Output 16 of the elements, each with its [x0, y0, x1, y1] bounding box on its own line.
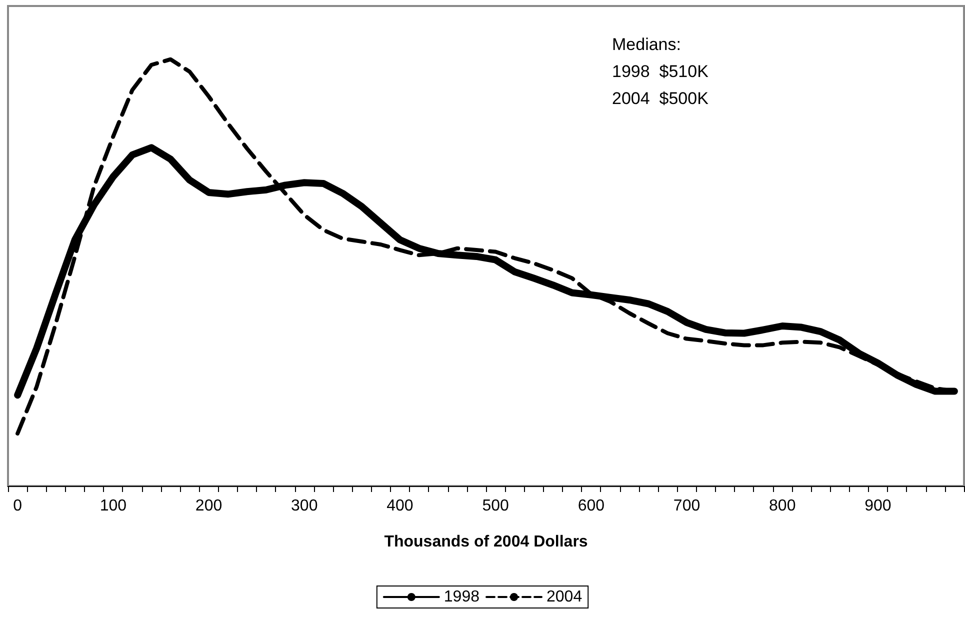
x-tick-label: 300: [291, 498, 318, 514]
text: Medians:: [612, 35, 681, 54]
annotation: 1998 $510K: [612, 62, 710, 81]
x-axis-title: Thousands of 2004 Dollars: [384, 534, 588, 550]
legend-label: 2004: [546, 588, 582, 606]
x-tick-label: 200: [195, 498, 222, 514]
x-tick-label: 100: [100, 498, 127, 514]
x-tick-label: 700: [673, 498, 700, 514]
annotation: 2004 $500K: [612, 89, 710, 108]
x-tick-label: 900: [864, 498, 892, 514]
x-tick-label: 0: [13, 498, 22, 514]
x-tick-label: 600: [578, 498, 605, 514]
x-tick-label: 400: [386, 498, 414, 514]
legend-label: 1998: [444, 588, 480, 606]
x-tick-label: 800: [769, 498, 796, 514]
x-tick-label: 500: [482, 498, 510, 514]
